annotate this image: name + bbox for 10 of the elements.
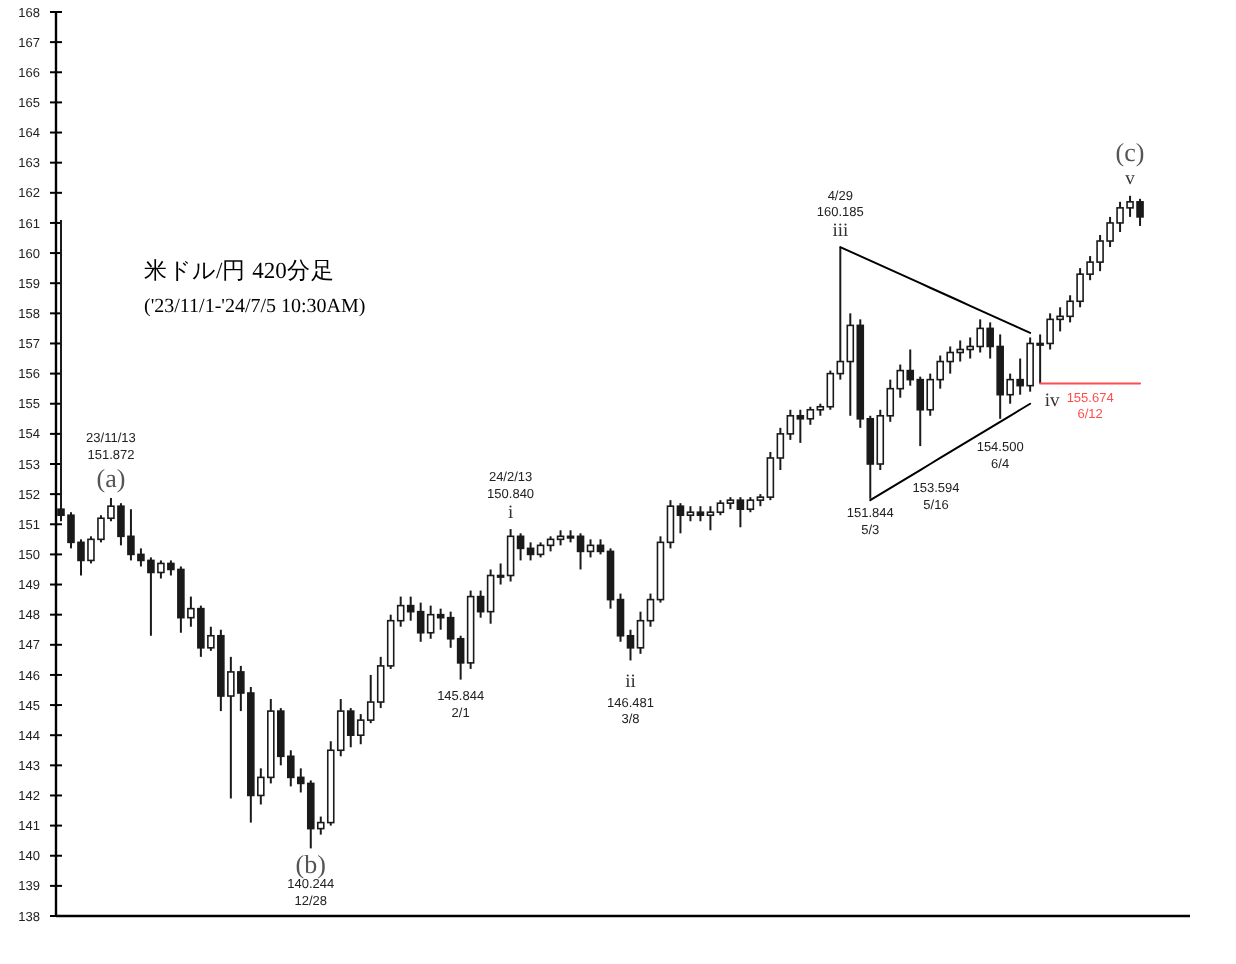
annotation: v	[1125, 170, 1135, 191]
annotation: (a)	[96, 463, 126, 494]
subtitle: ('23/11/1-'24/7/5 10:30AM)	[144, 296, 366, 318]
annotation: i	[507, 503, 514, 524]
title: 米ドル/円 420分足	[144, 260, 335, 284]
annotation: (b)	[295, 849, 326, 880]
annotation: ii	[625, 673, 636, 694]
annotation: iii	[832, 222, 849, 243]
annotation: (c)	[1115, 136, 1145, 167]
annotation: iv	[1044, 392, 1060, 413]
